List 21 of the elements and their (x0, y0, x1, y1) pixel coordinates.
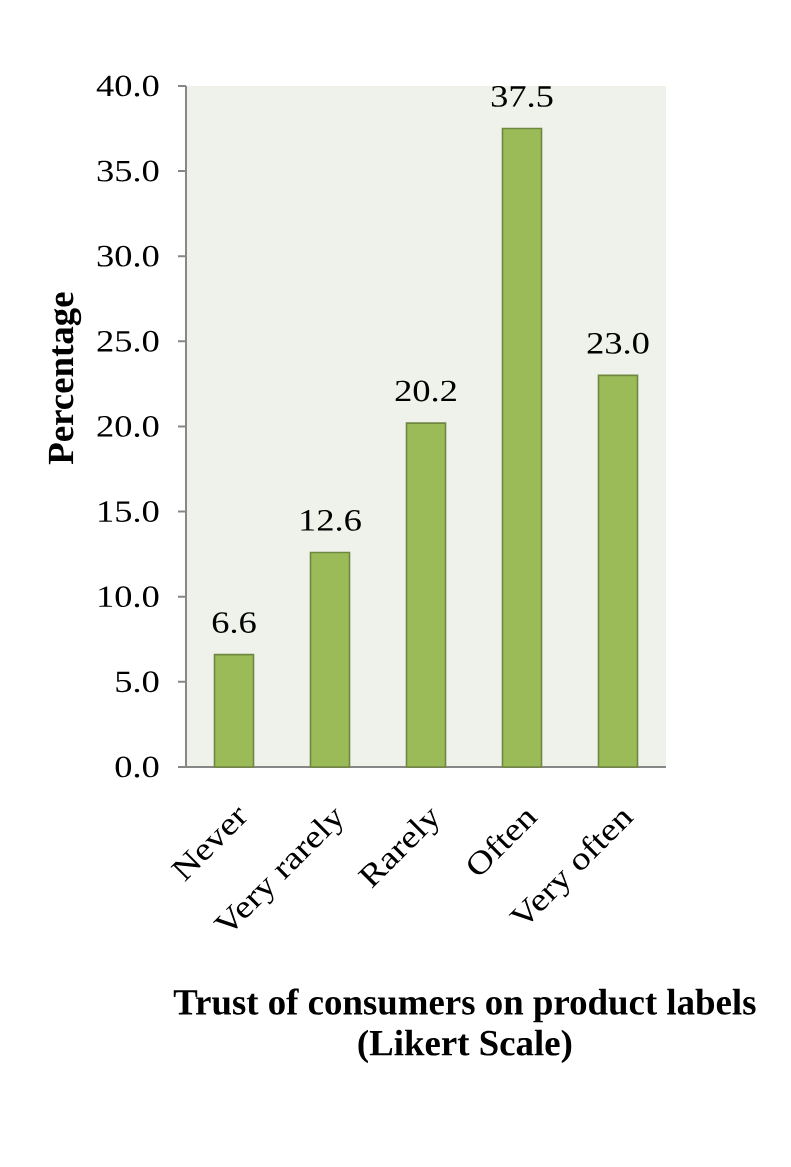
y-tick-label: 40.0 (96, 75, 159, 97)
y-tick-label: 0.0 (115, 756, 159, 778)
bar (213, 653, 255, 768)
data-label: 12.6 (301, 510, 361, 531)
x-axis-title: Trust of consumers on product labels (Likert Scale) (173, 988, 756, 1064)
y-tick-label: 10.0 (99, 586, 159, 608)
y-tick-label: 5.0 (116, 671, 159, 693)
data-label: 37.5 (491, 86, 553, 107)
data-label: 6.6 (212, 612, 256, 634)
y-tick-label: 30.0 (97, 245, 159, 267)
y-tick-label: 20.0 (97, 416, 159, 437)
bar (501, 127, 543, 768)
y-tick-label: 35.0 (97, 160, 159, 182)
data-label: 20.2 (395, 380, 456, 402)
bar (597, 374, 639, 768)
y-tick-label: 25.0 (97, 330, 159, 352)
y-tick-label: 15.0 (99, 501, 159, 523)
bar (405, 422, 447, 768)
bar (309, 551, 351, 768)
y-axis-title: Percentage (48, 292, 82, 465)
data-label: 23.0 (587, 332, 649, 354)
